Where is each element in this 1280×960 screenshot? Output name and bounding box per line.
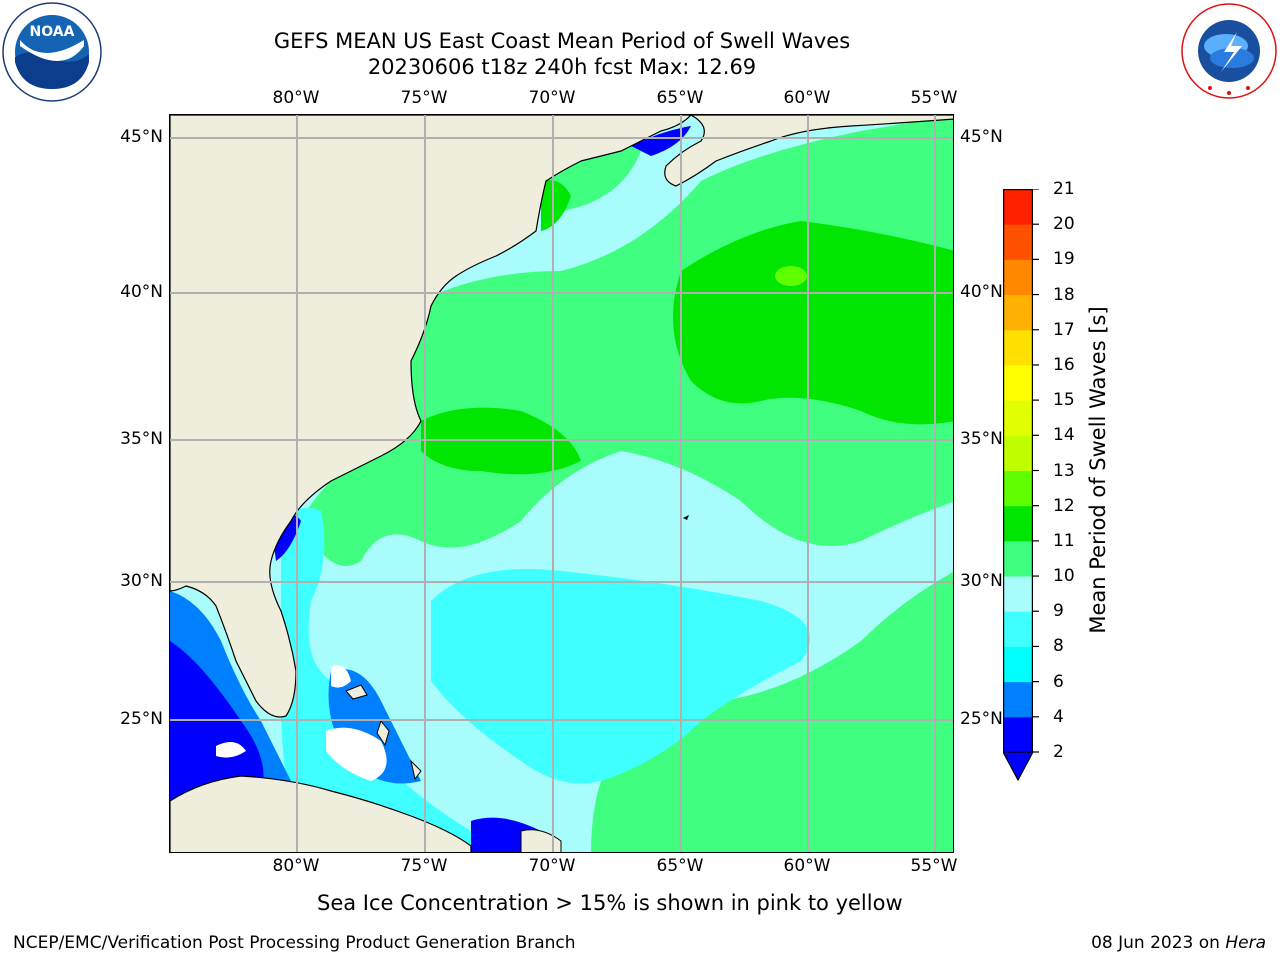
- lat-label-right-40n: 40°N: [960, 282, 1003, 302]
- masked-bahamas-banks: [331, 665, 351, 688]
- colorbar-tick-label: 6: [1053, 671, 1064, 692]
- lat-label-right-45n: 45°N: [960, 127, 1003, 147]
- colorbar-band-18-19: [1003, 259, 1033, 296]
- period-6-8-basin: [431, 569, 810, 784]
- sea-ice-note: Sea Ice Concentration > 15% is shown in …: [317, 891, 903, 915]
- colorbar-band-15-16: [1003, 364, 1033, 401]
- lon-label-bottom-70w: 70°W: [528, 856, 576, 876]
- land-maritimes: [664, 115, 953, 187]
- lat-label-right-25n: 25°N: [960, 709, 1003, 729]
- colorbar-band-12-13: [1003, 470, 1033, 507]
- masked-great-bahama-bank: [326, 727, 387, 781]
- colorbar-tick-label: 14: [1053, 425, 1075, 446]
- lon-label-bottom-80w: 80°W: [272, 856, 320, 876]
- colorbar-tick-label: 2: [1053, 742, 1064, 762]
- colorbar-extend-triangle: [1001, 751, 1035, 782]
- colorbar-label: Mean Period of Swell Waves [s]: [1086, 306, 1110, 634]
- lat-label-left-25n: 25°N: [120, 709, 163, 729]
- land-bahamas-north: [345, 684, 368, 700]
- land-hispaniola: [520, 829, 562, 852]
- colorbar-band-14-15: [1003, 400, 1033, 436]
- colorbar-band-8-9: [1003, 611, 1033, 647]
- colorbar: [1001, 188, 1043, 788]
- lon-label-bottom-75w: 75°W: [400, 856, 448, 876]
- colorbar-band-11-12: [1003, 505, 1033, 542]
- period-10-11-central: [673, 221, 953, 425]
- period-0-2-bay-of-fundy: [631, 126, 691, 156]
- lon-label-top-55w: 55°W: [910, 88, 958, 108]
- land-us-east-coast: [170, 115, 692, 718]
- lon-label-top-75w: 75°W: [400, 88, 448, 108]
- colorbar-tick-label: 8: [1053, 636, 1064, 657]
- colorbar-band-10-11: [1003, 540, 1033, 577]
- colorbar-tick-label: 20: [1053, 214, 1075, 235]
- noaa-logo: NOAA: [2, 2, 102, 106]
- colorbar-tick-label: 19: [1053, 249, 1075, 270]
- nws-logo: [1180, 2, 1278, 104]
- colorbar-band-16-17: [1003, 329, 1033, 366]
- footer-date: 08 Jun 2023 on Hera: [1091, 933, 1266, 953]
- colorbar-tick-label: 9: [1053, 601, 1064, 622]
- lon-label-top-70w: 70°W: [528, 88, 576, 108]
- colorbar-band-9-10: [1003, 576, 1033, 612]
- colorbar-tick-label: 17: [1053, 319, 1075, 340]
- lat-label-right-35n: 35°N: [960, 429, 1003, 449]
- chart-title: GEFS MEAN US East Coast Mean Period of S…: [273, 29, 851, 53]
- colorbar-tick-label: 15: [1053, 390, 1075, 411]
- period-11-12-patch: [775, 266, 807, 286]
- lon-label-top-80w: 80°W: [272, 88, 320, 108]
- graticule: [170, 115, 953, 852]
- footer-date-text: 08 Jun 2023 on: [1091, 933, 1226, 953]
- masked-florida-bay: [216, 742, 246, 758]
- colorbar-band-19-20: [1003, 224, 1033, 260]
- lon-label-top-65w: 65°W: [656, 88, 704, 108]
- lon-label-top-60w: 60°W: [783, 88, 831, 108]
- period-10-11-maine: [541, 180, 571, 231]
- footer-credit: NCEP/EMC/Verification Post Processing Pr…: [13, 933, 576, 953]
- map-panel[interactable]: [169, 114, 954, 853]
- colorbar-band-4-6: [1003, 681, 1033, 718]
- colorbar-tick-label: 12: [1053, 495, 1075, 516]
- period-0-2-gulf: [170, 641, 264, 805]
- colorbar-band-6-8: [1003, 646, 1033, 683]
- noaa-wordmark: NOAA: [30, 24, 75, 40]
- colorbar-tick-label: 18: [1053, 284, 1075, 305]
- colorbar-tick-label: 10: [1053, 566, 1075, 587]
- lat-label-left-40n: 40°N: [120, 282, 163, 302]
- lat-label-left-35n: 35°N: [120, 429, 163, 449]
- land-andros: [376, 719, 390, 747]
- colorbar-band-2-4: [1003, 716, 1033, 753]
- lat-label-left-30n: 30°N: [120, 571, 163, 591]
- lon-label-bottom-55w: 55°W: [910, 856, 958, 876]
- colorbar-swatches: [1001, 188, 1039, 782]
- footer-host: Hera: [1225, 933, 1266, 953]
- colorbar-tick-label: 16: [1053, 354, 1075, 375]
- colorbar-tick-label: 13: [1053, 460, 1075, 481]
- lon-label-bottom-60w: 60°W: [783, 856, 831, 876]
- colorbar-tick-label: 11: [1053, 530, 1075, 551]
- colorbar-band-17-18: [1003, 294, 1033, 331]
- land-bahamas-south: [410, 759, 422, 781]
- colorbar-band-20-21: [1003, 189, 1033, 225]
- lat-label-left-45n: 45°N: [120, 127, 163, 147]
- colorbar-tick-label: 4: [1053, 706, 1064, 727]
- land-cuba: [170, 775, 472, 852]
- chart-subtitle: 20230606 t18z 240h fcst Max: 12.69: [367, 55, 757, 79]
- colorbar-outline: [1003, 189, 1033, 753]
- swell-period-map: [170, 115, 953, 852]
- colorbar-band-13-14: [1003, 435, 1033, 471]
- land-bermuda: [683, 515, 689, 520]
- lon-label-bottom-65w: 65°W: [656, 856, 704, 876]
- lat-label-right-30n: 30°N: [960, 571, 1003, 591]
- colorbar-tick-label: 21: [1053, 179, 1075, 199]
